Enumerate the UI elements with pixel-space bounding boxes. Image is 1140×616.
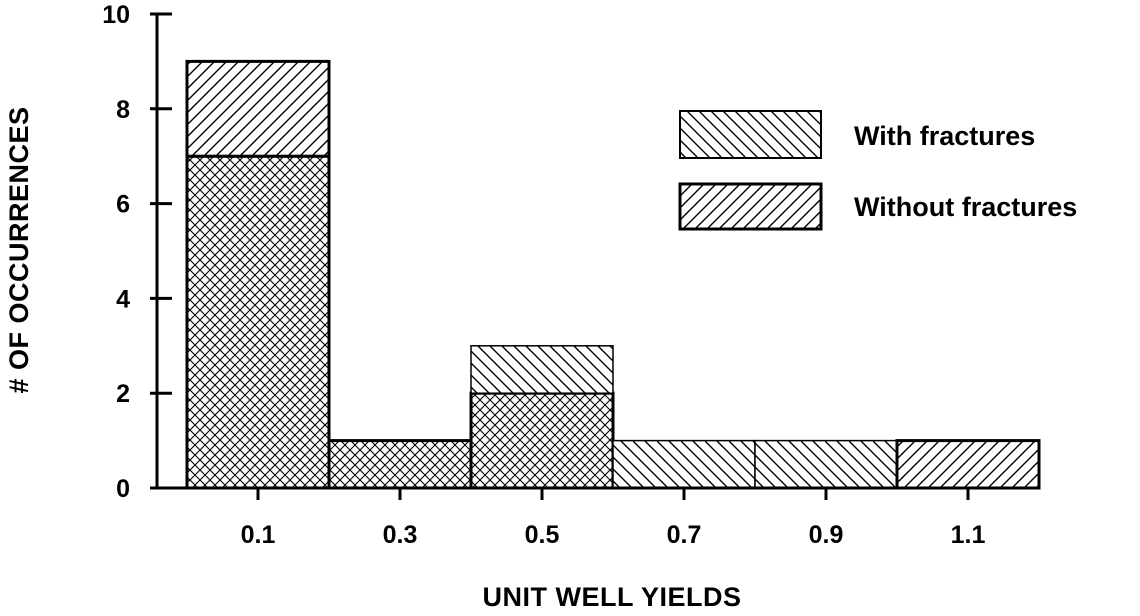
- legend: With fractures Without fractures: [678, 110, 1077, 231]
- y-axis-title: # OF OCCURRENCES: [4, 106, 34, 393]
- legend-swatch-with-fractures: [679, 110, 822, 159]
- x-ticks-group: 0.1 0.3 0.5 0.7 0.9 1.1: [241, 488, 986, 549]
- legend-swatch-without-fractures: [678, 182, 823, 231]
- x-tick-label: 1.1: [951, 521, 986, 549]
- x-axis-title: UNIT WELL YIELDS: [482, 582, 741, 612]
- bar-with-fractures-0.5: [470, 345, 614, 394]
- bar-with-fractures-0.9: [754, 439, 898, 489]
- bar-without-fractures-0.5: [469, 391, 615, 490]
- bars-group: [185, 59, 1041, 490]
- x-tick-label: 0.3: [383, 521, 418, 549]
- x-tick-label: 0.1: [241, 521, 276, 549]
- legend-label-with-fractures: With fractures: [854, 121, 1035, 151]
- x-tick-label: 0.9: [809, 521, 844, 549]
- y-tick-label: 2: [116, 380, 130, 408]
- bar-with-fractures-0.1: [185, 59, 331, 158]
- legend-label-without-fractures: Without fractures: [854, 192, 1077, 222]
- x-tick-label: 0.5: [525, 521, 560, 549]
- y-tick-label: 4: [116, 285, 130, 313]
- bar-with-fractures-0.7: [612, 439, 756, 489]
- y-ticks-group: 0 2 4 6 8 10: [102, 1, 172, 503]
- y-tick-label: 8: [116, 96, 130, 124]
- x-tick-label: 0.7: [667, 521, 702, 549]
- y-tick-label: 6: [116, 191, 130, 219]
- axes-group: [155, 14, 1034, 490]
- bar-without-fractures-0.1: [185, 154, 331, 490]
- y-tick-label: 10: [102, 1, 130, 29]
- bar-without-fractures-0.3: [327, 439, 473, 490]
- y-tick-label: 0: [116, 475, 130, 503]
- bar-with-fractures-1.1: [895, 439, 1041, 490]
